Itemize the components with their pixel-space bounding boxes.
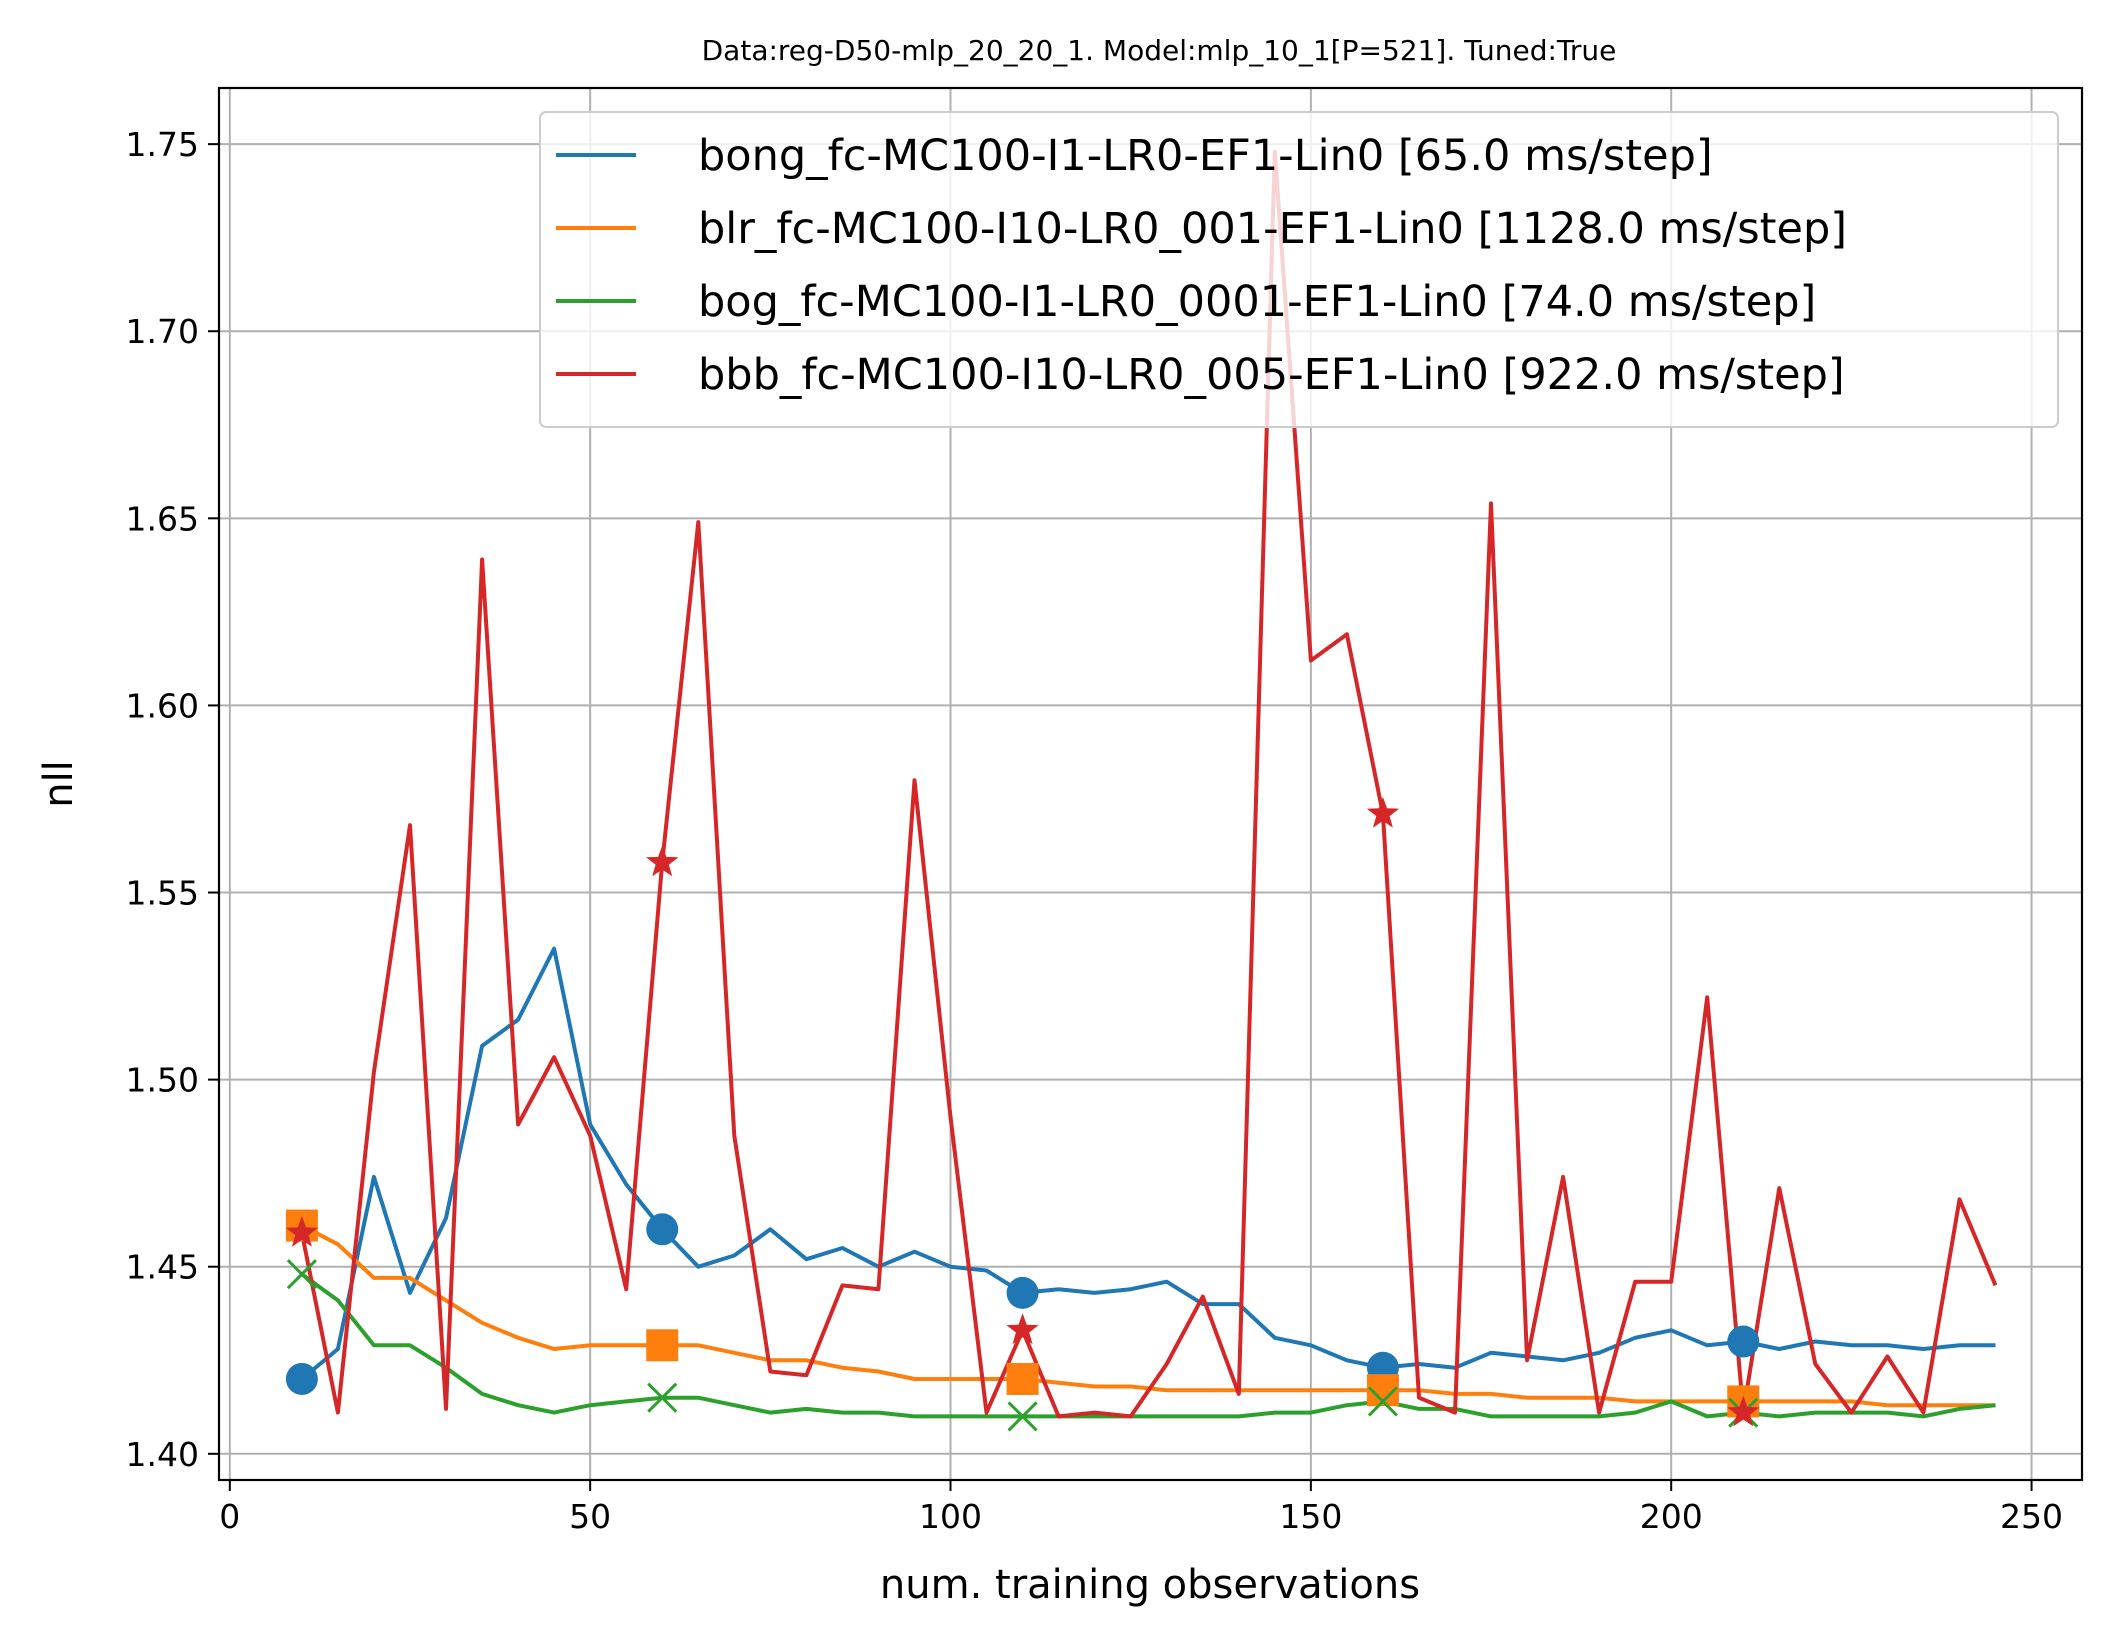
x-tick-label: 200: [1640, 1497, 1703, 1536]
x-tick-label: 150: [1279, 1497, 1342, 1536]
x-marker: [1367, 1386, 1398, 1417]
series-lines: [299, 149, 1998, 1419]
legend-label: bong_fc-MC100-I1-LR0-EF1-Lin0 [65.0 ms/s…: [698, 131, 1713, 181]
y-tick-label: 1.50: [126, 1061, 199, 1100]
legend: bong_fc-MC100-I1-LR0-EF1-Lin0 [65.0 ms/s…: [539, 111, 2059, 428]
series-line: [300, 1272, 1996, 1419]
star-marker: [1006, 1313, 1039, 1345]
legend-label: bbb_fc-MC100-I10-LR0_005-EF1-Lin0 [922.0…: [698, 350, 1845, 400]
axis-ticks: 0 50 100 150 200 250 1.40 1.45 1.50 1.55 1.60 1.65 1…: [126, 125, 2064, 1536]
x-marker: [1007, 1401, 1038, 1432]
square-marker: [1006, 1362, 1039, 1395]
legend-label: blr_fc-MC100-I10-LR0_001-EF1-Lin0 [1128.…: [698, 204, 1847, 254]
y-tick-label: 1.65: [126, 499, 199, 538]
series-markers: [285, 796, 1760, 1432]
legend-box: [539, 111, 2059, 428]
y-tick-label: 1.40: [126, 1435, 199, 1474]
legend-label: bog_fc-MC100-I1-LR0_0001-EF1-Lin0 [74.0 …: [698, 277, 1816, 327]
circle-marker: [1727, 1325, 1760, 1358]
star-marker: [1366, 796, 1400, 828]
y-tick-label: 1.45: [126, 1248, 199, 1287]
plot-frame: [217, 86, 2084, 1482]
star-marker: [646, 845, 679, 877]
circle-marker: [646, 1213, 679, 1246]
x-tick-label: 250: [2000, 1497, 2063, 1536]
star-marker: [1727, 1395, 1760, 1427]
series-line: [299, 149, 1998, 1419]
x-tick-label: 0: [219, 1497, 240, 1536]
y-axis-label: nll: [36, 760, 82, 808]
x-marker: [647, 1382, 678, 1413]
square-marker: [646, 1329, 679, 1362]
y-tick-label: 1.75: [126, 125, 199, 164]
x-tick-label: 100: [919, 1497, 982, 1536]
x-marker: [286, 1259, 317, 1290]
y-tick-label: 1.55: [126, 874, 199, 913]
chart-title: Data:reg-D50-mlp_20_20_1. Model:mlp_10_1…: [702, 34, 1617, 67]
x-axis-label: num. training observations: [880, 1562, 1420, 1608]
y-tick-label: 1.70: [126, 312, 199, 351]
circle-marker: [285, 1362, 318, 1395]
circle-marker: [1006, 1276, 1039, 1309]
series-line: [300, 946, 1996, 1381]
x-tick-label: 50: [569, 1497, 611, 1536]
y-tick-label: 1.60: [126, 686, 199, 725]
star-marker: [285, 1216, 318, 1247]
